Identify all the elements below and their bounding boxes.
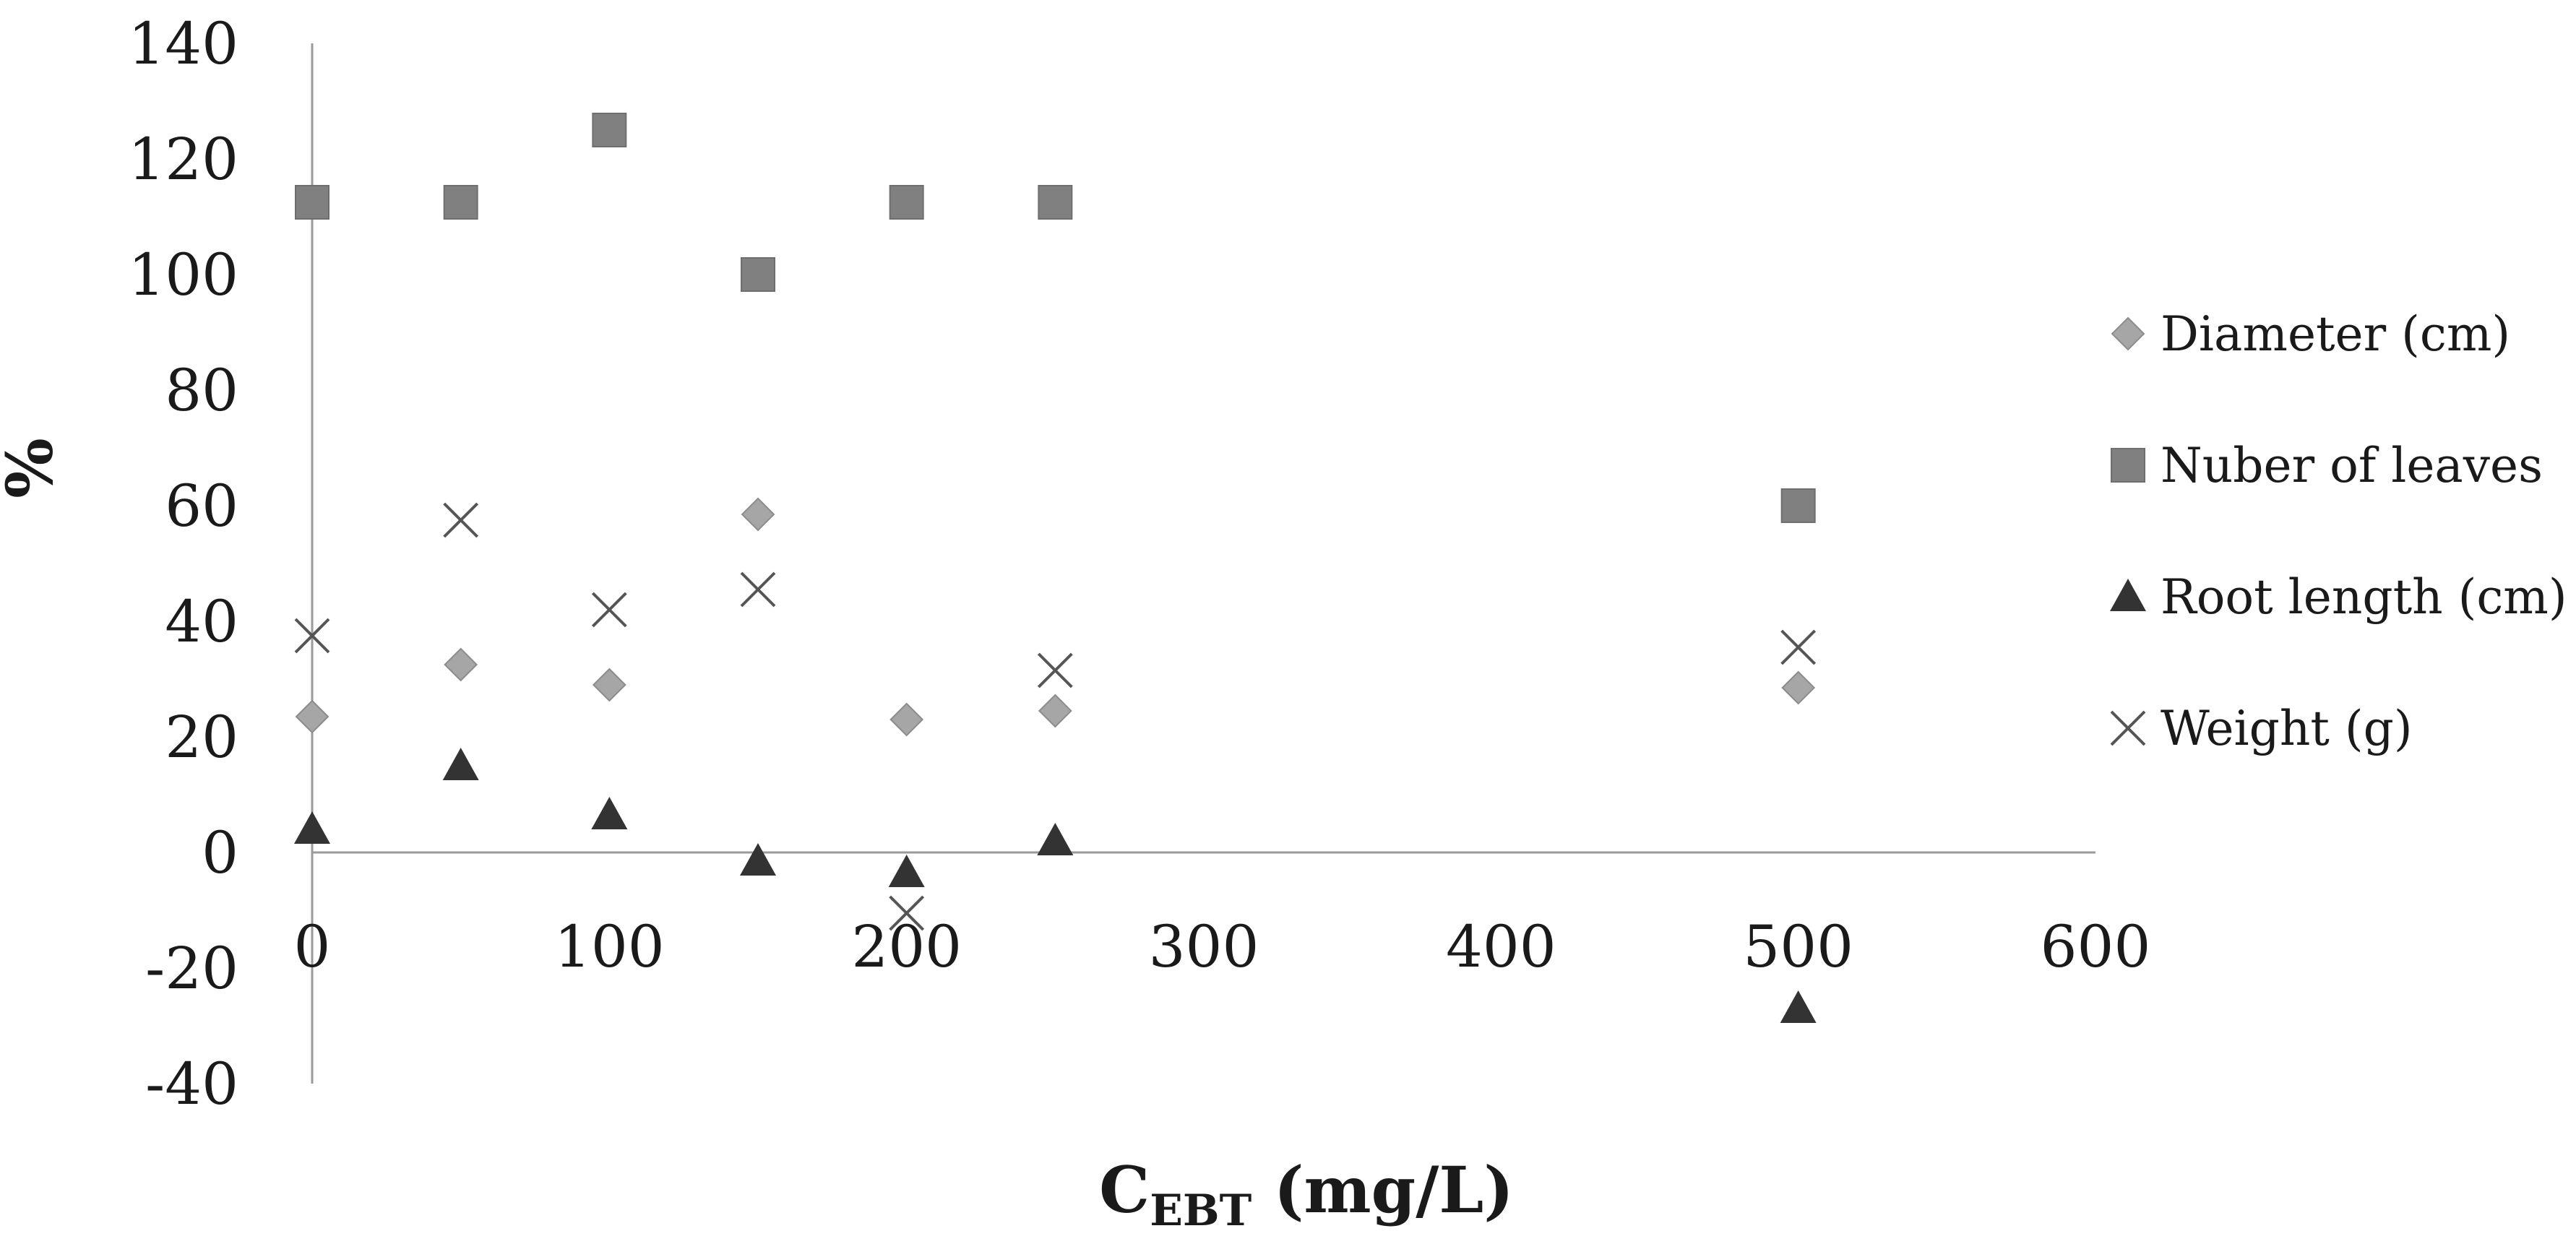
legend-marker-square <box>2111 448 2145 483</box>
legend-marker-x <box>2110 710 2146 746</box>
x-tick-labels: 0 100 200 300 400 500 600 <box>294 913 2151 980</box>
data-point-x <box>1780 629 1817 665</box>
data-point-triangle <box>294 811 330 844</box>
series-square <box>295 113 1816 523</box>
series-triangle <box>294 748 1817 1023</box>
y-tick-label: 0 <box>202 819 238 886</box>
legend-marker-diamond <box>2111 316 2145 351</box>
legend-label: Root length (cm) <box>2161 569 2567 625</box>
data-point-square <box>1038 185 1073 220</box>
x-tick-label: 400 <box>1446 913 1556 980</box>
data-point-x <box>1037 652 1073 688</box>
data-point-diamond <box>295 699 329 734</box>
data-point-x <box>889 895 925 931</box>
y-tick-label: 20 <box>165 704 238 771</box>
data-point-diamond <box>889 702 924 737</box>
data-point-x-stroke <box>1037 652 1073 688</box>
x-tick-label: 500 <box>1743 913 1853 980</box>
y-tick-label: -40 <box>145 1050 238 1118</box>
data-point-square <box>889 185 924 220</box>
data-point-x-stroke <box>591 592 627 628</box>
x-axis-title-subscript: EBT <box>1150 1185 1252 1236</box>
legend-marker-triangle <box>2110 579 2146 611</box>
y-tick-label: 120 <box>128 126 238 193</box>
data-point-triangle <box>1780 990 1817 1023</box>
data-point-x <box>443 502 479 538</box>
legend-item: Nuber of leaves <box>2111 438 2543 493</box>
y-axis-title: % <box>0 438 67 498</box>
data-point-diamond <box>1781 670 1816 705</box>
data-point-triangle <box>1037 823 1074 855</box>
data-points <box>294 113 1817 1023</box>
data-point-square <box>443 185 478 220</box>
series-diamond <box>295 497 1816 737</box>
data-point-triangle <box>888 855 925 887</box>
data-point-diamond <box>741 497 775 532</box>
data-point-x <box>591 592 627 628</box>
y-tick-labels: -40 -20 0 20 40 60 80 100 120 140 <box>128 10 238 1118</box>
legend-item: Diameter (cm) <box>2111 306 2510 362</box>
y-tick-label: 40 <box>165 588 238 655</box>
data-point-diamond <box>592 668 626 702</box>
x-tick-label: 200 <box>851 913 962 980</box>
x-tick-label: 100 <box>554 913 665 980</box>
legend-marker-x-stroke <box>2110 710 2146 746</box>
x-tick-label: 600 <box>2041 913 2151 980</box>
y-tick-label: -20 <box>145 935 238 1002</box>
data-point-diamond <box>444 647 478 682</box>
data-point-square <box>592 113 627 147</box>
x-axis-title-unit: (mg/L) <box>1252 1152 1514 1227</box>
x-axis-title: CEBT (mg/L) <box>1099 1152 1514 1236</box>
data-point-x-stroke <box>1780 629 1817 665</box>
legend-label: Nuber of leaves <box>2161 438 2543 493</box>
x-tick-label: 0 <box>294 913 331 980</box>
legend-label: Weight (g) <box>2161 701 2413 756</box>
data-point-x-stroke <box>740 571 776 608</box>
legend-item: Root length (cm) <box>2110 569 2567 625</box>
y-tick-label: 60 <box>165 472 238 540</box>
series-x <box>294 502 1817 931</box>
x-tick-label: 300 <box>1149 913 1259 980</box>
data-point-square <box>1780 488 1816 523</box>
data-point-diamond <box>1038 694 1072 728</box>
data-point-x-stroke <box>443 502 479 538</box>
y-tick-label: 100 <box>128 241 238 308</box>
legend-label: Diameter (cm) <box>2161 306 2510 362</box>
y-tick-label: 140 <box>128 10 238 77</box>
x-axis-title-main: C <box>1099 1152 1150 1227</box>
data-point-triangle <box>740 843 776 876</box>
legend: Diameter (cm) Nuber of leaves Root length … <box>2110 306 2567 756</box>
data-point-x-stroke <box>889 895 925 931</box>
data-point-square <box>295 185 329 220</box>
data-point-triangle <box>591 797 628 829</box>
data-point-x-stroke <box>294 618 330 654</box>
data-point-square <box>741 257 775 292</box>
data-point-triangle <box>442 748 479 780</box>
y-tick-label: 80 <box>165 357 238 424</box>
data-point-x <box>294 618 330 654</box>
legend-item: Weight (g) <box>2110 701 2413 756</box>
data-point-x <box>740 571 776 608</box>
